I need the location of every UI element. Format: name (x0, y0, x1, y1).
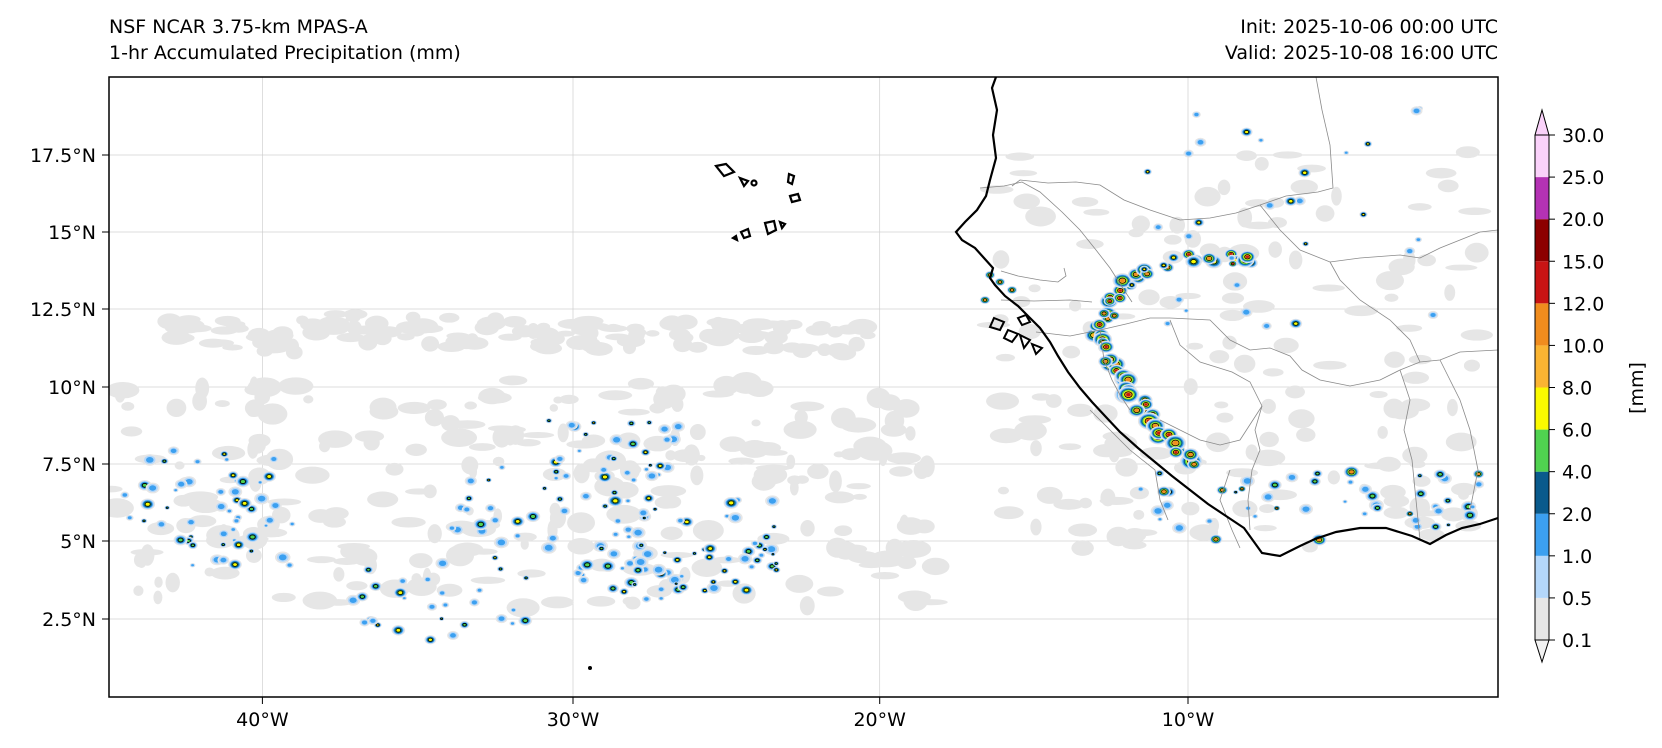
colorbar-level-label: 8.0 (1562, 378, 1592, 400)
colorbar-level-label: 12.0 (1562, 293, 1604, 315)
title-left: NSF NCAR 3.75-km MPAS-A 1-hr Accumulated… (109, 14, 461, 66)
colorbar-segment (1535, 555, 1549, 598)
lon-tick-label: 40°W (236, 709, 289, 731)
colorbar-segment (1535, 597, 1549, 640)
colorbar-level-label: 25.0 (1562, 167, 1604, 189)
colorbar-segment (1535, 261, 1549, 304)
colorbar-level-label: 1.0 (1562, 546, 1592, 568)
colorbar-extend-min (1534, 639, 1550, 664)
valid-time: Valid: 2025-10-08 16:00 UTC (1224, 42, 1498, 64)
colorbar-level-label: 4.0 (1562, 462, 1592, 484)
colorbar-level-label: 0.1 (1562, 630, 1592, 652)
cape-verde-islands (714, 162, 802, 243)
lon-tick-label: 20°W (853, 709, 906, 731)
lat-tick-label: 15°N (48, 222, 96, 244)
colorbar-level-label: 2.0 (1562, 504, 1592, 526)
lat-tick-label: 7.5°N (42, 454, 96, 476)
colorbar-level-label: 10.0 (1562, 335, 1604, 357)
model-title: NSF NCAR 3.75-km MPAS-A (109, 16, 368, 38)
colorbar-unit-label: [mm] (1626, 362, 1648, 414)
colorbar: 0.1 0.5 1.0 2.0 4.0 6.0 8.0 10.0 12.0 15.0 20.0 25.… (1534, 108, 1648, 664)
colorbar-segment (1535, 219, 1549, 262)
colorbar-extend-max (1534, 108, 1550, 136)
lat-tick-label: 10°N (48, 377, 96, 399)
precipitation-field (109, 105, 1493, 645)
colorbar-segment (1535, 471, 1549, 514)
lon-tick-label: 10°W (1162, 709, 1215, 731)
colorbar-segment (1535, 429, 1549, 472)
colorbar-segment (1535, 345, 1549, 388)
field-title: 1-hr Accumulated Precipitation (mm) (109, 42, 461, 64)
colorbar-segment (1535, 177, 1549, 220)
country-borders (979, 77, 1498, 549)
init-time: Init: 2025-10-06 00:00 UTC (1240, 16, 1498, 38)
lat-tick-label: 5°N (60, 531, 96, 553)
lat-tick-label: 12.5°N (30, 299, 96, 321)
lat-tick-label: 17.5°N (30, 145, 96, 167)
colorbar-level-label: 6.0 (1562, 420, 1592, 442)
latitude-axis: 17.5°N 15°N 12.5°N 10°N 7.5°N 5°N 2.5°N (30, 145, 109, 631)
colorbar-segment (1535, 387, 1549, 430)
lon-tick-label: 30°W (547, 709, 600, 731)
colorbar-segment (1535, 303, 1549, 346)
title-right: Init: 2025-10-06 00:00 UTC Valid: 2025-1… (1225, 14, 1498, 66)
longitude-axis: 40°W 30°W 20°W 10°W (236, 697, 1214, 731)
colorbar-level-label: 0.5 (1562, 588, 1592, 610)
colorbar-segments (1535, 135, 1549, 640)
tiny-island (588, 666, 592, 670)
colorbar-level-label: 20.0 (1562, 209, 1604, 231)
colorbar-segment (1535, 513, 1549, 556)
colorbar-level-label: 15.0 (1562, 251, 1604, 273)
colorbar-ticks: 0.1 0.5 1.0 2.0 4.0 6.0 8.0 10.0 12.0 15.0 20.0 25.… (1549, 125, 1604, 652)
colorbar-segment (1535, 135, 1549, 178)
colorbar-level-label: 30.0 (1562, 125, 1604, 147)
coastline-africa (954, 77, 1498, 558)
lat-tick-label: 2.5°N (42, 609, 96, 631)
map-area (109, 77, 1498, 697)
coastal-islands (988, 313, 1044, 356)
